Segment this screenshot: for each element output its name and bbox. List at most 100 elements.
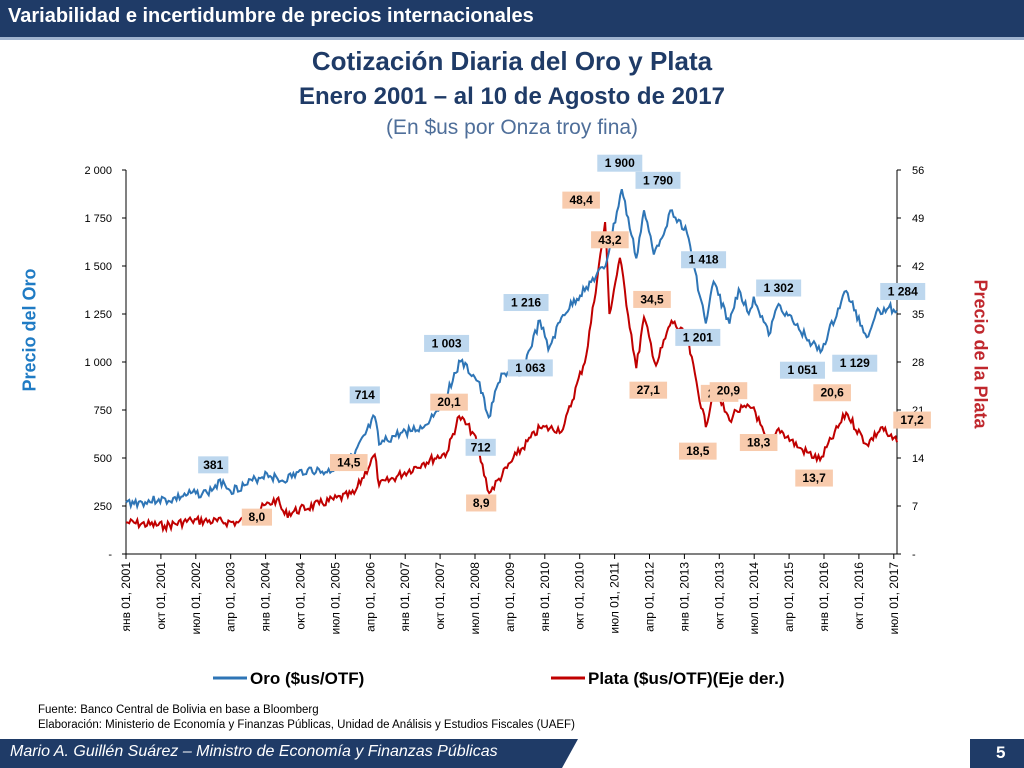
silver-value-label: 48,4 (569, 193, 593, 207)
silver-value-label: 18,5 (686, 444, 710, 458)
footer-divider (562, 739, 578, 768)
gold-value-label: 1 284 (888, 284, 918, 298)
x-tick-label: июл 01, 2008 (468, 562, 482, 635)
y2-tick-label: 35 (912, 309, 924, 321)
silver-value-label-box (893, 411, 931, 429)
silver-value-label: 43,2 (598, 233, 622, 247)
silver-value-label: 8,0 (249, 510, 266, 524)
gold-value-label: 1 418 (689, 253, 719, 267)
gold-value-label: 1 003 (432, 336, 462, 350)
gold-value-label: 714 (355, 388, 375, 402)
silver-value-label-box (430, 393, 468, 411)
silver-value-label: 34,5 (640, 292, 664, 306)
silver-value-label: 14,5 (337, 456, 361, 470)
y2-tick-label: 7 (912, 501, 918, 513)
silver-value-label-box (466, 494, 497, 512)
legend-label-plata: Plata ($us/OTF)(Eje der.) (588, 669, 785, 688)
silver-value-label-box (591, 231, 629, 249)
gold-value-label: 712 (471, 440, 491, 454)
gold-value-label-box (681, 251, 727, 269)
x-tick-label: янв 01, 2007 (398, 562, 412, 632)
x-tick-label: апр 01, 2015 (782, 562, 796, 632)
x-tick-label: окт 01, 2010 (573, 562, 587, 630)
gold-value-label-box (779, 361, 825, 379)
x-tick-label: апр 01, 2003 (224, 562, 238, 632)
x-tick-label: янв 01, 2013 (677, 562, 691, 632)
silver-value-label: 13,7 (802, 471, 826, 485)
silver-value-label: 20,9 (717, 384, 741, 398)
silver-value-label-box (709, 382, 748, 400)
y2-tick-label: 28 (912, 357, 924, 369)
gold-value-label-box (424, 334, 470, 352)
y2-tick-label: - (912, 549, 916, 561)
gold-value-label-box (832, 354, 878, 372)
silver-value-label-box (629, 381, 668, 399)
y2-tick-label: 14 (912, 453, 924, 465)
gold-value-label: 1 129 (840, 356, 870, 370)
y2-tick-label: 56 (912, 165, 924, 177)
gold-value-label-box (756, 279, 802, 297)
gold-value-label-box (198, 456, 229, 474)
chart-title: Cotización Diaria del Oro y Plata (311, 46, 713, 76)
silver-value-label-box (679, 442, 717, 460)
gold-value-label-box (507, 359, 553, 377)
header-title: Variabilidad e incertidumbre de precios … (8, 5, 534, 27)
x-tick-label: окт 01, 2007 (433, 562, 447, 630)
silver-value-label: 20,6 (820, 386, 844, 400)
silver-value-label-box (813, 384, 851, 402)
silver-value-label-box (795, 469, 833, 487)
x-tick-label: июл 01, 2011 (608, 562, 622, 634)
y-tick-label: 500 (94, 453, 112, 465)
gold-value-label: 1 900 (605, 156, 635, 170)
gold-value-label: 1 201 (683, 330, 713, 344)
y-tick-label: 1 500 (84, 261, 112, 273)
y-tick-label: 1 000 (84, 357, 112, 369)
footer-blank (578, 739, 970, 768)
gold-value-label-box (465, 438, 496, 456)
gold-value-label-box (635, 171, 681, 189)
silver-value-label: 27,1 (637, 383, 661, 397)
y-tick-label: 250 (94, 501, 112, 513)
y-tick-label: 1 250 (84, 309, 112, 321)
gold-value-label: 1 216 (511, 296, 541, 310)
source-line: Fuente: Banco Central de Bolivia en base… (38, 704, 319, 716)
x-tick-label: июл 01, 2005 (328, 562, 342, 635)
page-number: 5 (996, 743, 1006, 762)
gold-value-label: 1 051 (787, 363, 817, 377)
gold-value-label-box (675, 328, 721, 346)
x-tick-label: янв 01, 2001 (119, 562, 133, 632)
chart-subtitle: Enero 2001 – al 10 de Agosto de 2017 (299, 83, 725, 110)
x-tick-label: окт 01, 2016 (852, 562, 866, 630)
chart-units: (En $us por Onza troy fina) (385, 116, 639, 139)
x-tick-label: окт 01, 2004 (294, 562, 308, 630)
gold-value-label: 381 (203, 458, 223, 472)
gold-value-label-box (597, 154, 643, 172)
x-tick-label: апр 01, 2012 (643, 562, 657, 632)
footer-author: Mario A. Guillén Suárez – Ministro de Ec… (10, 743, 498, 760)
gold-value-label-box (880, 282, 926, 300)
silver-value-label-box (329, 454, 368, 472)
source-notes: Fuente: Banco Central de Bolivia en base… (38, 703, 575, 733)
x-tick-label: окт 01, 2001 (154, 562, 168, 630)
y-tick-label: 1 750 (84, 213, 112, 225)
x-tick-label: июл 01, 2002 (189, 562, 203, 635)
x-tick-label: июл 01, 2014 (747, 562, 761, 635)
prepared-line: Elaboración: Ministerio de Economía y Fi… (38, 719, 575, 731)
gold-value-label: 1 063 (515, 361, 545, 375)
silver-value-label-box (241, 508, 272, 526)
x-tick-label: янв 01, 2010 (538, 562, 552, 632)
y-tick-label: 2 000 (84, 165, 112, 177)
silver-value-label-box (633, 290, 671, 308)
gold-value-label: 1 302 (764, 281, 794, 295)
gold-value-label-box (503, 294, 549, 312)
header-bar: Variabilidad e incertidumbre de precios … (0, 0, 1024, 40)
silver-value-label-box (562, 191, 600, 209)
gold-value-label-box (349, 386, 380, 404)
silver-value-label: 17,2 (900, 413, 924, 427)
silver-value-label-box (739, 434, 778, 452)
x-tick-label: апр 01, 2006 (363, 562, 377, 632)
gold-value-label: 1 790 (643, 173, 673, 187)
silver-value-label: 20,1 (437, 395, 461, 409)
x-tick-label: июл 01, 2017 (887, 562, 901, 635)
